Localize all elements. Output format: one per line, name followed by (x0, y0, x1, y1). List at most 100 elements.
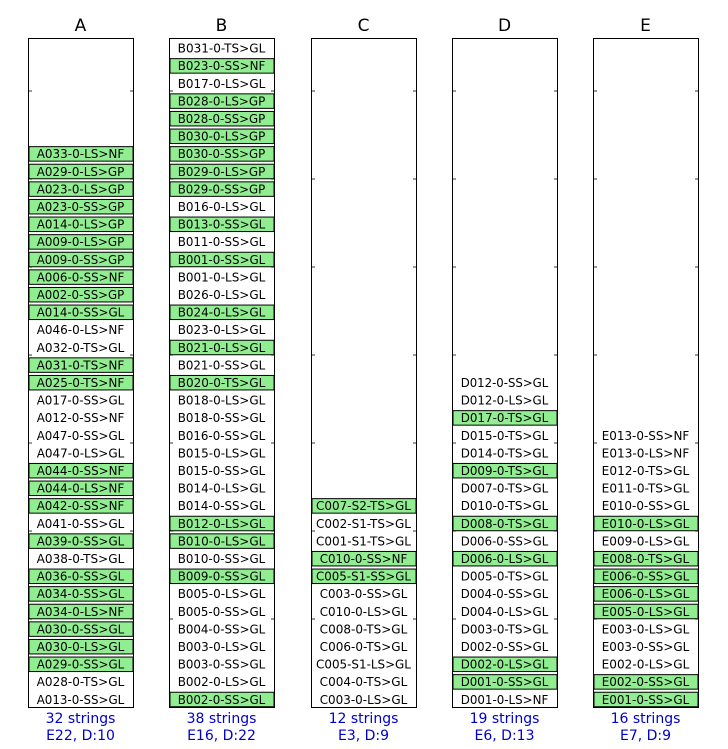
highlight-band (311, 498, 417, 514)
string-label: B010-0-SS>GL (178, 552, 266, 566)
string-label: D003-0-TS>GL (461, 622, 549, 636)
column-b: B B031-0-TS>GL B023-0-SS>NF B017-0-LS>GL B02… (169, 16, 275, 744)
highlight-band (452, 656, 558, 673)
string-label: B014-0-LS>GL (178, 482, 266, 496)
column-frame (593, 38, 699, 708)
highlight-band (28, 163, 134, 180)
string-label: B005-0-LS>GL (178, 587, 266, 601)
highlight-band (169, 374, 275, 391)
string-label: E010-0-SS>GL (602, 499, 690, 513)
string-label: A009-0-SS>GP (37, 253, 125, 267)
string-label: E002-0-LS>GL (602, 658, 690, 672)
string-label: A034-0-LS>NF (37, 605, 125, 619)
string-label: D008-0-TS>GL (461, 517, 549, 531)
highlight-band (28, 198, 134, 215)
string-label: D006-0-SS>GL (461, 534, 549, 548)
string-label: D001-0-SS>GL (461, 675, 549, 689)
string-label: B021-0-LS>GL (178, 341, 266, 355)
string-label: C010-0-SS>NF (320, 552, 408, 566)
column-a: A A033-0-LS>NF A029-0-LS>GP A023-0-LS>GP A02… (28, 16, 134, 744)
highlight-band (169, 339, 275, 356)
string-label: A023-0-LS>GP (37, 182, 125, 196)
column-d: D D012-0-SS>GL D012-0-LS>GL D017-0-TS>GL D01… (452, 16, 558, 744)
string-label: B018-0-LS>GL (178, 394, 266, 408)
string-label: A046-0-LS>NF (37, 323, 125, 337)
strings-count-label: 19 strings (470, 711, 540, 727)
string-label: A023-0-SS>GP (37, 200, 125, 214)
summary-label: E22, D:10 (46, 728, 115, 744)
highlight-band (169, 304, 275, 321)
column-c: C C007-S2-TS>GL C002-S1-TS>GL C001-S1-TS>GL… (311, 16, 417, 744)
highlight-band (28, 374, 134, 391)
string-label: B023-0-LS>GL (178, 323, 266, 337)
string-label: E010-0-LS>GL (602, 517, 690, 531)
string-label: D006-0-LS>GL (461, 552, 549, 566)
string-label: A030-0-SS>GL (37, 622, 125, 636)
highlight-band (28, 251, 134, 268)
strings-count-label: 16 strings (611, 711, 681, 727)
string-label: B028-0-LS>GP (178, 94, 266, 108)
highlight-band (452, 462, 558, 479)
highlight-band (169, 251, 275, 268)
string-label: B005-0-SS>GL (178, 605, 266, 619)
string-label: A029-0-LS>GP (37, 165, 125, 179)
string-label: A012-0-SS>NF (37, 411, 125, 425)
string-label: A031-0-TS>NF (37, 358, 125, 372)
highlight-band (169, 128, 275, 145)
string-label: E013-0-SS>NF (602, 429, 690, 443)
string-label: C003-0-LS>GL (320, 693, 408, 707)
string-label: B001-0-SS>GL (178, 253, 266, 267)
string-label: B012-0-LS>GL (178, 517, 266, 531)
highlight-band (169, 216, 275, 233)
string-label: A017-0-SS>GL (37, 394, 125, 408)
highlight-band (28, 357, 134, 373)
string-label: C005-S1-SS>GL (316, 570, 411, 584)
string-label: B014-0-SS>GL (178, 499, 266, 513)
highlight-band (169, 691, 275, 708)
string-label: B024-0-LS>GL (178, 306, 266, 320)
string-label: E013-0-LS>NF (602, 446, 690, 460)
string-label: C008-0-TS>GL (320, 622, 408, 636)
highlight-band (169, 146, 275, 162)
highlight-band (593, 586, 699, 602)
string-label: A025-0-TS>NF (37, 376, 125, 390)
string-label: E005-0-LS>GL (602, 605, 690, 619)
column-title: C (358, 16, 370, 36)
string-label: B010-0-LS>GL (178, 534, 266, 548)
string-label: E008-0-TS>GL (602, 552, 690, 566)
column-frame (452, 38, 558, 708)
string-label: A033-0-LS>NF (37, 147, 125, 161)
string-label: A029-0-SS>GL (37, 658, 125, 672)
string-label: E012-0-TS>GL (602, 464, 690, 478)
string-label: B015-0-LS>GL (178, 446, 266, 460)
highlight-band (169, 93, 275, 109)
highlight-band (311, 568, 417, 585)
highlight-band (28, 586, 134, 602)
string-label: B029-0-SS>GP (178, 182, 266, 196)
highlight-band (28, 603, 134, 620)
string-label: D004-0-SS>GL (461, 587, 549, 601)
string-label: E009-0-LS>GL (602, 534, 690, 548)
string-label: C004-0-TS>GL (320, 675, 408, 689)
string-label: C007-S2-TS>GL (316, 499, 411, 513)
highlight-band (28, 286, 134, 303)
string-label: B015-0-SS>GL (178, 464, 266, 478)
string-label: C001-S1-TS>GL (316, 534, 411, 548)
string-label: B003-0-SS>GL (178, 658, 266, 672)
string-label: A009-0-LS>GP (37, 235, 125, 249)
string-label: A042-0-SS>NF (37, 499, 125, 513)
column-frame (28, 38, 134, 708)
string-label: D014-0-TS>GL (461, 446, 549, 460)
highlight-band (28, 480, 134, 497)
string-label: D005-0-TS>GL (461, 570, 549, 584)
string-label: A006-0-SS>NF (37, 270, 125, 284)
string-label: A028-0-TS>GL (37, 675, 125, 689)
column-title: D (498, 16, 511, 36)
string-label: D012-0-LS>GL (461, 394, 549, 408)
summary-label: E6, D:13 (475, 728, 535, 744)
string-label: D004-0-LS>GL (461, 605, 549, 619)
highlight-band (28, 568, 134, 585)
string-label: E001-0-SS>GL (602, 693, 690, 707)
strings-count-label: 38 strings (187, 711, 257, 727)
highlight-band (28, 304, 134, 321)
